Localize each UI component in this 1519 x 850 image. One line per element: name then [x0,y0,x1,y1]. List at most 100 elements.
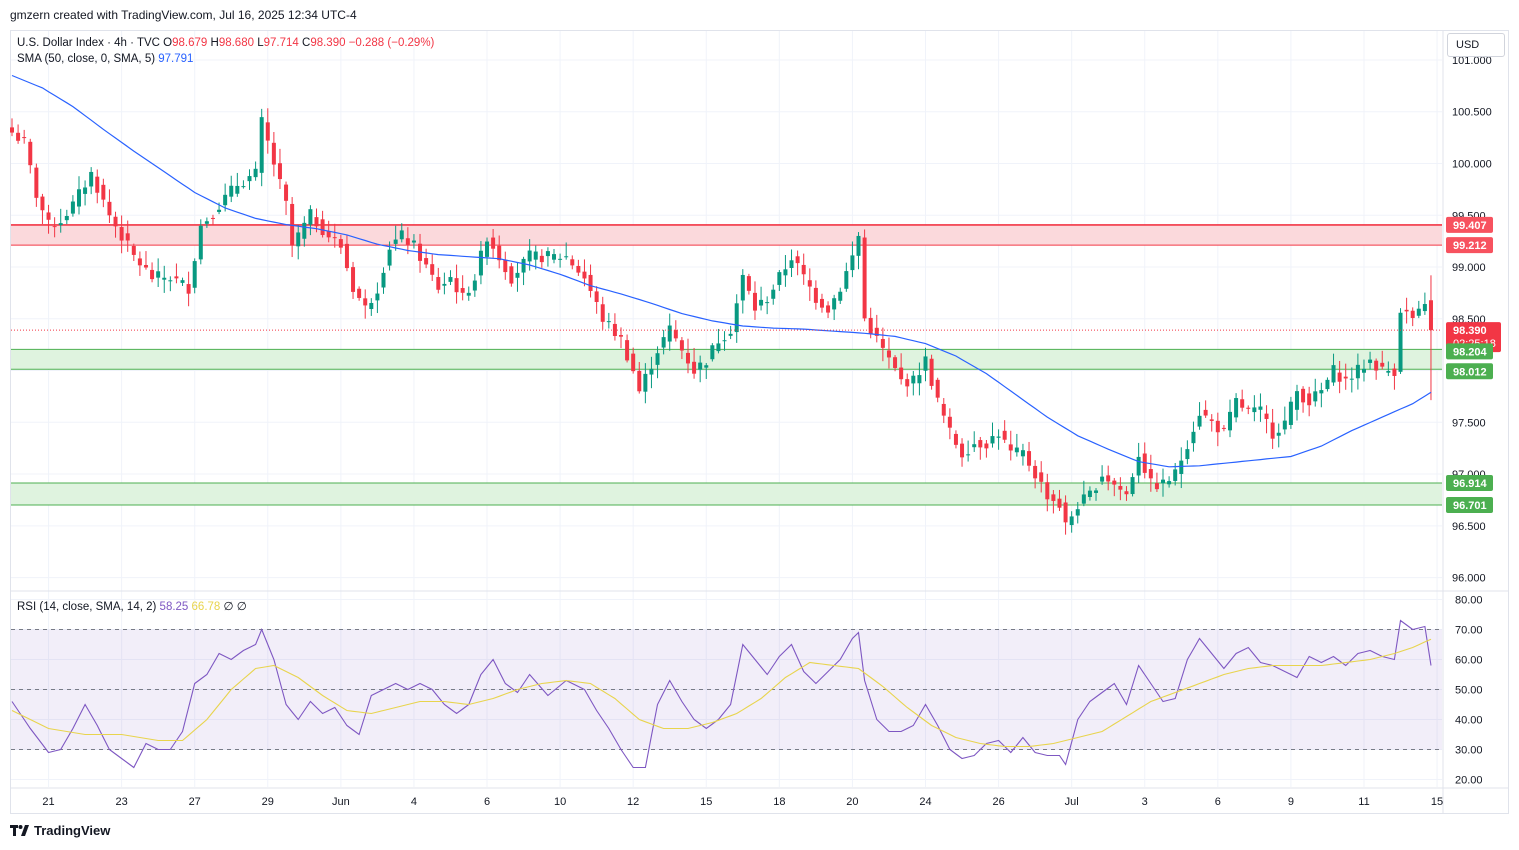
candle-body [1361,368,1366,373]
time-tick-label: 24 [919,796,931,808]
candle-body [1118,486,1123,490]
candle-body [558,258,563,260]
tradingview-brand: TradingView [34,823,111,838]
candle-body [40,196,45,211]
candle-body [332,237,337,239]
candle-body [1179,460,1184,474]
time-tick-label: 23 [115,796,127,808]
candle-body [28,141,33,166]
candle-body [253,168,258,178]
candle-body [1106,475,1111,482]
legend-ohlc-row: U.S. Dollar Index · 4h · TVC O98.679 H98… [17,35,434,51]
candle-body [710,345,715,360]
candle-body [935,379,940,398]
candle-body [64,215,69,221]
legend-low: 97.714 [263,37,299,49]
candle-body [1392,368,1397,376]
candle-body [1252,407,1257,413]
candle-body [247,176,252,182]
candle-body [1136,456,1141,476]
candle-body [46,212,51,220]
candle-body [1374,360,1379,371]
time-tick-label: Jul [1065,796,1079,808]
candle-body [832,298,837,310]
candle-body [886,350,891,358]
support-zone [11,482,1442,506]
candle-body [204,221,209,224]
candle-body [454,278,459,293]
legend-symbol[interactable]: U.S. Dollar Index · 4h · TVC [17,37,160,49]
candle-body [685,352,690,364]
candle-body [911,375,916,384]
candle-body [1380,362,1385,367]
candle-body [1221,427,1226,429]
candle-body [1063,502,1068,523]
time-tick-label: 3 [1142,796,1148,808]
rsi-legend-ma-value: 66.78 [191,601,221,613]
candle-body [1282,420,1287,430]
candle-body [728,333,733,336]
candle-body [326,231,331,238]
candle-body [765,302,770,304]
rsi-tick-label: 20.00 [1455,775,1483,787]
candle-body [284,184,289,201]
candle-body [150,269,155,280]
candle-body [673,330,678,339]
rsi-legend-label[interactable]: RSI (14, close, SMA, 14, 2) [17,601,157,613]
candle-body [1325,379,1330,390]
candle-body [241,186,246,188]
legend-high: 98.680 [218,37,254,49]
candle-body [381,272,386,288]
sma50-line [11,74,1432,468]
price-tag [1446,474,1493,491]
candle-body [746,276,751,291]
candle-body [893,357,898,368]
time-tick-label: 27 [189,796,201,808]
candle-body [515,272,520,278]
candle-body [1112,480,1117,485]
candle-body [478,250,483,276]
candle-body [1422,304,1427,312]
rsi-tick-label: 60.00 [1455,655,1483,667]
legend-close: 98.390 [310,37,346,49]
candle-body [960,443,965,458]
candle-body [759,299,764,306]
candle-body [1331,365,1336,383]
candle-body [34,167,39,198]
candle-body [76,189,81,207]
candle-body [801,264,806,275]
tradingview-footer: TradingView [10,823,110,839]
candle-body [174,276,179,279]
candle-body [984,443,989,449]
resistance-zone [11,224,1442,246]
candle-body [393,239,398,244]
candle-body [807,280,812,287]
candle-body [296,232,301,247]
time-tick-label: 6 [484,796,490,808]
time-tick-label: 20 [846,796,858,808]
candle-body [1203,409,1208,416]
candle-body [436,277,441,290]
candle-body [1416,308,1421,316]
candle-body [966,454,971,456]
candle-body [795,256,800,264]
candle-body [844,271,849,289]
price-tick-label: 99.000 [1452,262,1486,274]
price-tag-value: 99.407 [1453,220,1487,232]
candle-body [143,265,148,268]
candle-body [52,226,57,228]
candle-body [1185,449,1190,460]
candle-body [119,227,124,241]
support-zone [11,349,1442,370]
price-tag [1446,497,1493,514]
legend-sma-value: 97.791 [158,53,194,65]
currency-button[interactable]: USD [1447,33,1505,57]
candle-body [1075,509,1080,516]
candle-body [570,259,575,266]
candle-body [1276,432,1281,436]
top-bar: gmzern created with TradingView.com, Jul… [0,0,1519,30]
candle-body [70,201,75,214]
legend-sma-label[interactable]: SMA (50, close, 0, SMA, 5) [17,53,156,65]
candle-body [594,291,599,302]
